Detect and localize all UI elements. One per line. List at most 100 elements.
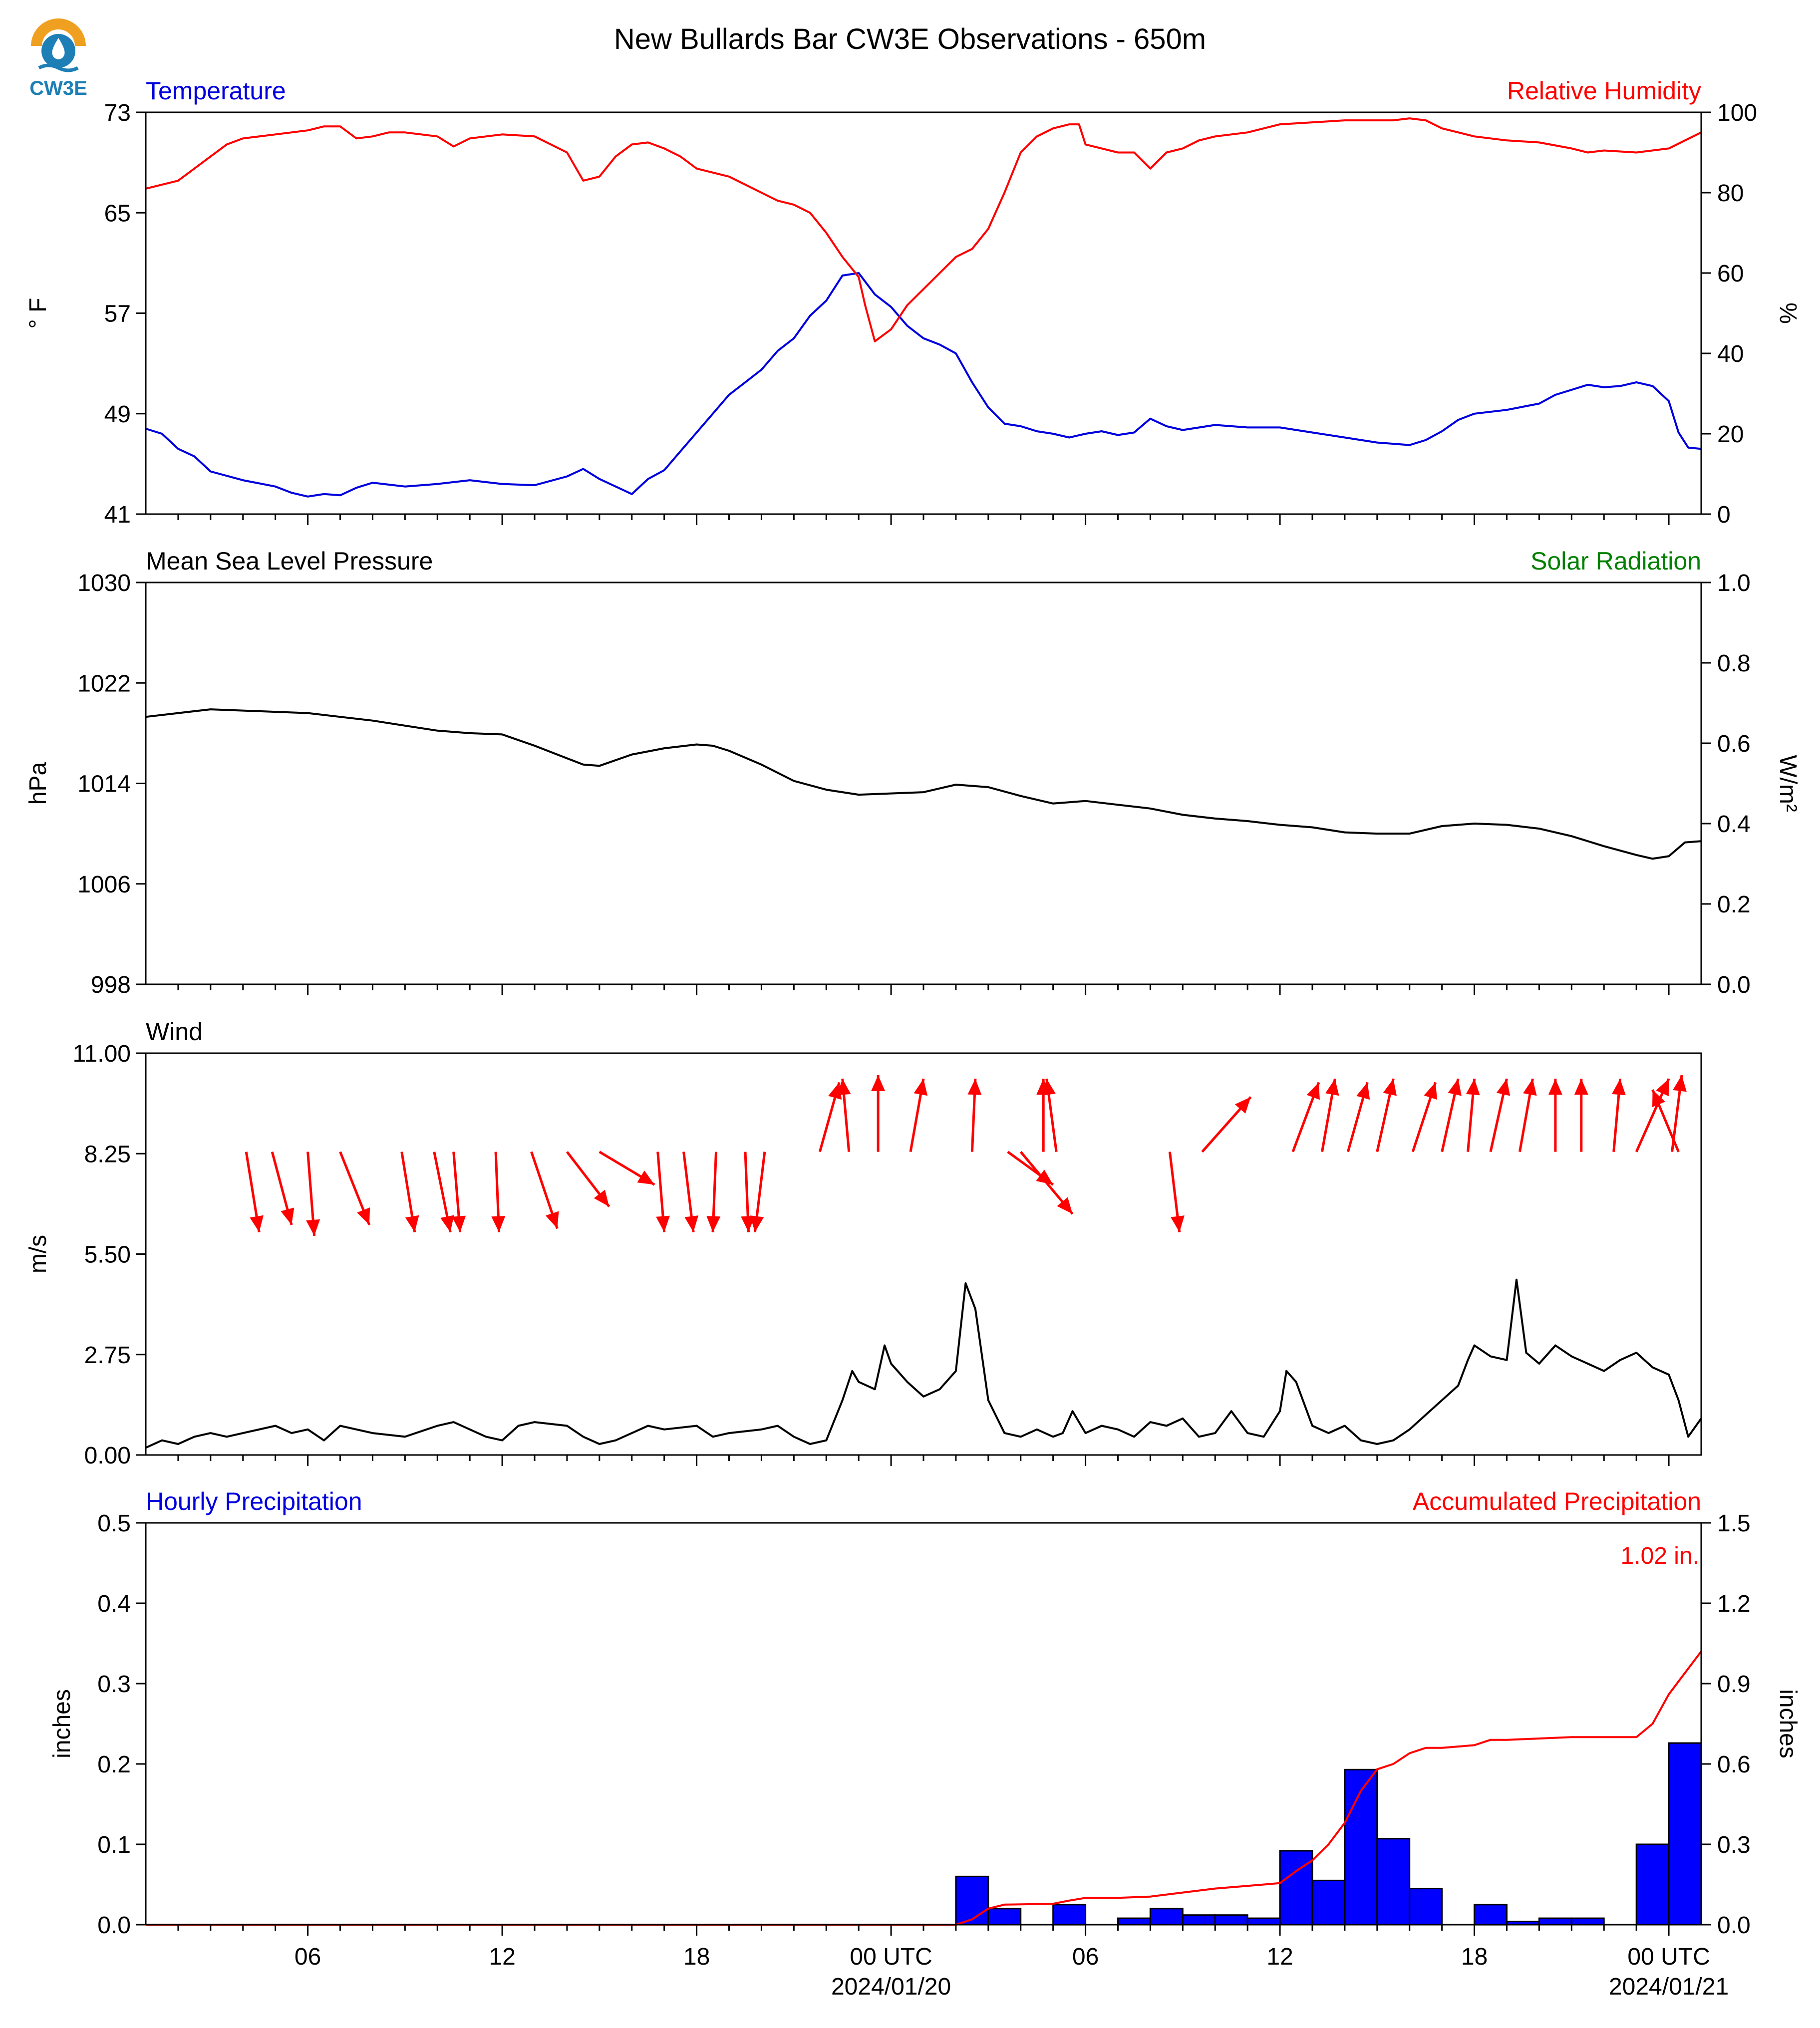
y-left-tick-label: 2.75 xyxy=(84,1342,131,1369)
panel-title-left: Wind xyxy=(146,1018,203,1046)
wind-arrow-head xyxy=(1466,1079,1480,1096)
wind-arrow-39 xyxy=(1635,1078,1670,1153)
y-left-tick-label: 0.2 xyxy=(97,1751,131,1778)
wind-arrow-19 xyxy=(909,1078,928,1153)
wind-arrow-13 xyxy=(706,1152,721,1232)
y-left-tick-label: 0.1 xyxy=(97,1832,131,1858)
precip-bar-12 xyxy=(1409,1888,1443,1926)
wind-arrow-head xyxy=(828,1082,842,1100)
y-right-tick-label: 0.3 xyxy=(1717,1832,1751,1858)
y-left-tick-label: 998 xyxy=(91,972,131,998)
precip-bar-0 xyxy=(955,1875,989,1926)
precip-bar-17 xyxy=(1635,1843,1670,1926)
wind-arrow-head xyxy=(281,1207,295,1225)
y-left-tick-label: 1014 xyxy=(77,771,131,798)
precip-bar-2 xyxy=(1052,1904,1087,1926)
panel-title-left: Mean Sea Level Pressure xyxy=(146,547,433,575)
wind-arrow-31 xyxy=(1411,1082,1438,1153)
wind-arrow-28 xyxy=(1321,1078,1339,1153)
y-left-tick-label: 5.50 xyxy=(84,1242,131,1268)
wind-arrow-30 xyxy=(1376,1078,1397,1153)
panel-title-right: Solar Radiation xyxy=(1530,547,1701,575)
wind-arrow-4 xyxy=(400,1152,419,1232)
y-right-tick-label: 60 xyxy=(1717,261,1744,287)
wind-arrow-head xyxy=(1325,1079,1339,1096)
wind-arrow-head xyxy=(1171,1215,1185,1232)
y-left-tick-label: 73 xyxy=(104,100,131,126)
wind-arrow-18 xyxy=(871,1075,886,1152)
wind-arrow-head xyxy=(250,1215,264,1232)
wind-arrow-head xyxy=(1673,1075,1687,1092)
precip-bar-1 xyxy=(987,1908,1022,1926)
wind-arrow-35 xyxy=(1518,1078,1537,1153)
wind-arrow-head xyxy=(684,1215,699,1232)
wind-arrow-32 xyxy=(1441,1078,1462,1153)
y-right-tick-label: 0 xyxy=(1717,502,1731,528)
wind-arrow-head xyxy=(706,1216,721,1232)
wind-arrow-head xyxy=(405,1215,419,1232)
y-right-tick-label: 100 xyxy=(1717,100,1757,126)
precip-bar-4 xyxy=(1149,1908,1184,1926)
wind-arrow-25 xyxy=(1168,1152,1185,1232)
wind-arrow-37 xyxy=(1574,1079,1588,1152)
wind-arrow-3 xyxy=(339,1151,371,1225)
y-right-tick-label: 0.6 xyxy=(1717,1751,1751,1778)
wind-arrow-41 xyxy=(1651,1089,1680,1153)
y-left-axis-label: inches xyxy=(49,1689,75,1758)
accumulated-total-label: 1.02 in. xyxy=(1621,1543,1699,1569)
temperature-line xyxy=(145,272,1702,498)
panel-title-left: Temperature xyxy=(146,77,286,105)
wind-panel: 0.00 2.75 5.50 8.25 11.00 Wind m/s xyxy=(25,1018,1702,1469)
accumulated-precipitation-line xyxy=(146,1651,1702,1926)
wind-arrow-head xyxy=(1036,1169,1053,1185)
y-left-tick-label: 1006 xyxy=(77,871,131,898)
wind-arrow-head xyxy=(545,1211,559,1229)
precip-bar-16 xyxy=(1570,1917,1605,1926)
y-right-tick-label: 0.2 xyxy=(1717,891,1751,918)
mean-sea-level-pressure-line xyxy=(145,708,1702,860)
wind-arrow-21 xyxy=(1007,1151,1054,1186)
wind-arrow-head xyxy=(1057,1197,1073,1214)
figure-title: New Bullards Bar CW3E Observations - 650… xyxy=(614,23,1206,55)
wind-arrow-head xyxy=(357,1207,370,1225)
y-right-axis-label: W/m² xyxy=(1775,755,1801,812)
wind-arrow-33 xyxy=(1466,1078,1480,1152)
precip-bar-9 xyxy=(1311,1879,1346,1926)
y-right-tick-label: 0.9 xyxy=(1717,1671,1751,1698)
x-tick-label: 06 xyxy=(1072,1944,1099,1970)
wind-arrow-head xyxy=(1656,1079,1669,1097)
wind-arrow-29 xyxy=(1346,1082,1370,1153)
wind-arrow-10 xyxy=(599,1151,655,1186)
precip-bar-18 xyxy=(1668,1742,1702,1926)
wind-arrow-15 xyxy=(750,1152,766,1232)
precip-bar-11 xyxy=(1376,1838,1411,1926)
precip-bar-8 xyxy=(1279,1850,1313,1926)
water-drop-icon xyxy=(52,38,65,59)
x-tick-label: 12 xyxy=(1266,1944,1293,1970)
wind-arrow-head xyxy=(1306,1082,1320,1100)
y-right-tick-label: 20 xyxy=(1717,421,1744,448)
wind-arrow-5 xyxy=(433,1152,454,1233)
y-right-tick-label: 0.8 xyxy=(1717,650,1751,677)
wind-arrow-head xyxy=(1523,1079,1537,1096)
y-left-tick-label: 0.4 xyxy=(97,1591,131,1617)
y-left-axis-label: ° F xyxy=(25,298,51,329)
precip-bar-5 xyxy=(1182,1914,1216,1926)
panel-title-right: Relative Humidity xyxy=(1507,77,1701,105)
x-tick-label: 00 UTC xyxy=(850,1944,932,1970)
wind-arrow-9 xyxy=(566,1151,610,1207)
wind-arrow-head xyxy=(1042,1079,1056,1096)
y-right-tick-label: 0.6 xyxy=(1717,731,1751,757)
y-left-tick-label: 0.00 xyxy=(84,1443,131,1469)
x-tick-label: 18 xyxy=(683,1944,710,1970)
wind-arrow-head xyxy=(1652,1090,1665,1108)
y-right-tick-label: 1.2 xyxy=(1717,1591,1751,1617)
y-left-tick-label: 49 xyxy=(104,401,131,428)
y-left-tick-label: 0.5 xyxy=(97,1510,131,1537)
wind-arrow-22 xyxy=(1019,1151,1074,1215)
wind-arrow-head xyxy=(440,1215,454,1232)
x-tick-label: 00 UTC xyxy=(1627,1944,1710,1970)
logo-wave-icon xyxy=(38,63,79,72)
wind-arrow-head xyxy=(1496,1079,1511,1096)
y-right-tick-label: 0.0 xyxy=(1717,1912,1751,1939)
